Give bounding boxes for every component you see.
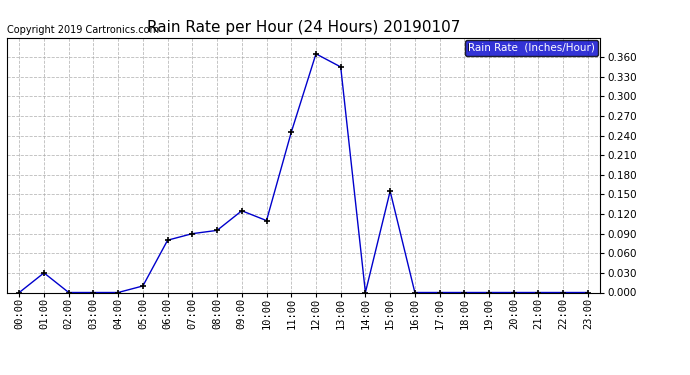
Title: Rain Rate per Hour (24 Hours) 20190107: Rain Rate per Hour (24 Hours) 20190107 <box>147 20 460 35</box>
Legend: Rain Rate  (Inches/Hour): Rain Rate (Inches/Hour) <box>465 40 598 56</box>
Text: Copyright 2019 Cartronics.com: Copyright 2019 Cartronics.com <box>7 25 159 35</box>
